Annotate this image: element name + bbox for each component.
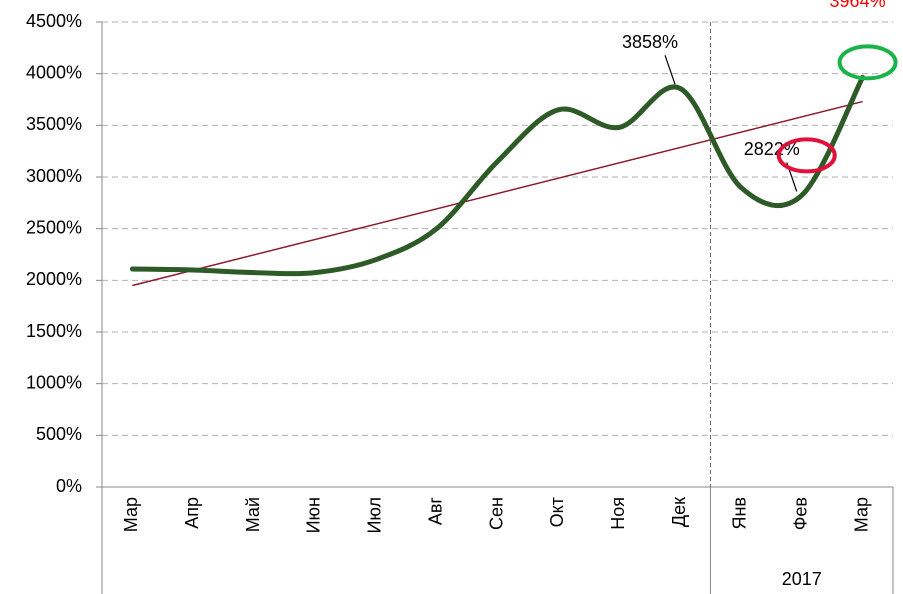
group-label: 2017 [782, 569, 822, 589]
y-tick-label: 500% [36, 424, 82, 444]
x-tick-label: Сен [486, 497, 506, 530]
trend-line [132, 100, 863, 287]
x-tick-label: Мар [121, 497, 141, 532]
x-tick-label: Фев [790, 497, 810, 530]
y-tick-label: 0% [56, 476, 82, 496]
highlight-circle [776, 137, 837, 174]
value-label: 3964% [830, 0, 886, 11]
x-tick-label: Мар [851, 497, 871, 532]
y-tick-label: 2500% [26, 217, 82, 237]
x-tick-label: Май [243, 497, 263, 532]
label-leader [664, 55, 676, 85]
series-line [129, 74, 866, 277]
highlight-circle [837, 44, 898, 81]
y-tick-label: 3000% [26, 166, 82, 186]
y-tick-label: 2000% [26, 269, 82, 289]
x-tick-label: Дек [669, 497, 689, 527]
x-tick-label: Янв [730, 497, 750, 530]
x-tick-label: Апр [182, 497, 202, 529]
y-tick-label: 1500% [26, 321, 82, 341]
x-tick-label: Ноя [608, 497, 628, 530]
y-tick-label: 1000% [26, 372, 82, 392]
value-label: 3858% [622, 32, 678, 52]
x-tick-label: Окт [547, 497, 567, 527]
y-tick-label: 4500% [26, 11, 82, 31]
x-tick-label: Авг [425, 497, 445, 526]
x-tick-label: Июн [304, 497, 324, 533]
y-tick-label: 4000% [26, 62, 82, 82]
x-tick-label: Июл [365, 497, 385, 534]
y-tick-label: 3500% [26, 114, 82, 134]
